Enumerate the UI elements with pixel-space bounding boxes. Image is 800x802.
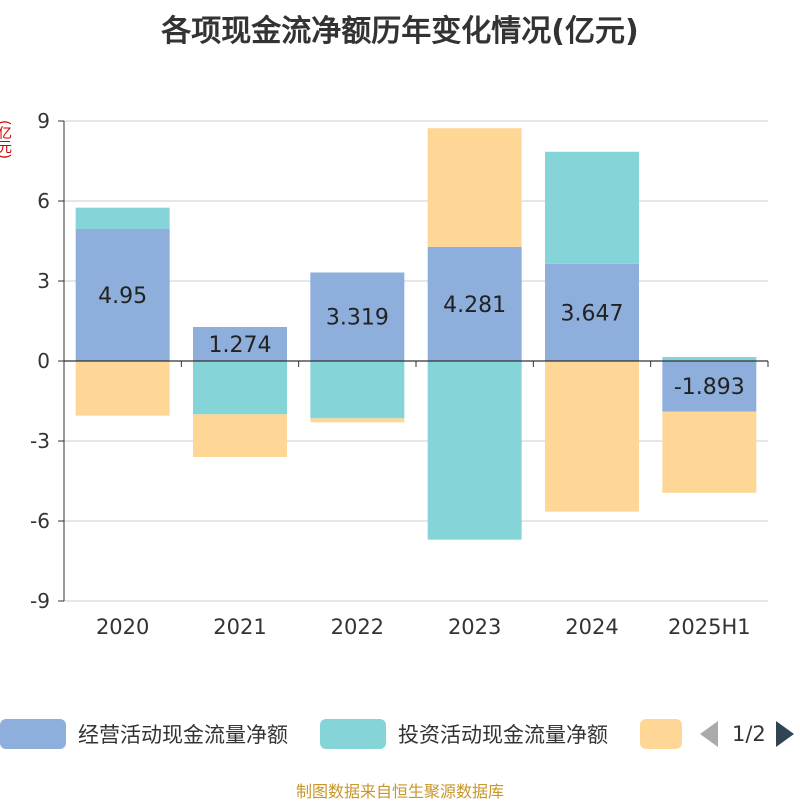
- bar-2022-series-1: [310, 272, 405, 361]
- y-tick-label: 6: [37, 189, 50, 213]
- bar-2023-series-2: [427, 361, 522, 540]
- bar-2022-series-2: [310, 361, 405, 419]
- legend: 经营活动现金流量净额 投资活动现金流量净额 1/2: [0, 716, 800, 756]
- y-tick-label: 0: [37, 349, 50, 373]
- legend-label-operating: 经营活动现金流量净额: [78, 723, 288, 747]
- bar-value-label: 3.319: [326, 306, 389, 331]
- chart-title: 各项现金流净额历年变化情况(亿元): [161, 14, 639, 49]
- x-category-label: 2023: [448, 615, 501, 639]
- y-tick-label: -3: [30, 429, 50, 453]
- bar-2021-series-2: [193, 361, 287, 415]
- bar-2023-series-1: [427, 246, 522, 361]
- y-axis-unit-label: (亿元): [0, 120, 12, 159]
- bar-2025H1-series-3: [662, 411, 757, 493]
- x-category-label: 2020: [96, 615, 149, 639]
- bar-2020-series-3: [75, 361, 170, 416]
- legend-swatch-investing: [320, 719, 386, 749]
- legend-prev-page-icon[interactable]: [700, 721, 718, 747]
- bar-2022-series-3: [310, 418, 405, 423]
- bar-value-label: 3.647: [561, 301, 624, 326]
- y-tick-label: -9: [30, 589, 50, 613]
- bar-2020-series-2: [75, 207, 170, 229]
- bar-2020-series-1: [75, 229, 170, 361]
- legend-item-investing[interactable]: 投资活动现金流量净额: [320, 716, 608, 752]
- x-category-label: 2024: [565, 615, 618, 639]
- bar-2024-series-3: [545, 361, 639, 512]
- bar-2021-series-3: [193, 414, 287, 457]
- bar-value-label: 1.274: [209, 333, 272, 358]
- legend-item-operating[interactable]: 经营活动现金流量净额: [0, 716, 288, 752]
- bar-2024-series-1: [545, 263, 639, 361]
- legend-page-indicator: 1/2: [732, 722, 766, 746]
- bar-value-label: -1.893: [674, 375, 745, 400]
- legend-swatch-operating: [0, 719, 66, 749]
- bar-2021-series-1: [193, 327, 287, 361]
- legend-pagination: 1/2: [700, 716, 794, 752]
- x-category-label: 2022: [331, 615, 384, 639]
- y-tick-label: -6: [30, 509, 50, 533]
- x-category-label: 2025H1: [668, 615, 751, 639]
- bar-value-label: 4.95: [98, 284, 147, 309]
- legend-item-third-series[interactable]: [640, 716, 682, 752]
- y-tick-label: 9: [37, 109, 50, 133]
- legend-swatch-third-series: [640, 719, 682, 749]
- legend-next-page-icon[interactable]: [775, 721, 794, 747]
- bar-value-label: 4.281: [443, 293, 506, 318]
- bar-2025H1-series-1: [662, 361, 757, 412]
- x-category-label: 2021: [213, 615, 266, 639]
- bar-2023-series-3: [427, 128, 522, 247]
- bar-2025H1-series-2: [662, 357, 757, 361]
- bar-2024-series-2: [545, 151, 639, 264]
- y-tick-label: 3: [37, 269, 50, 293]
- legend-label-investing: 投资活动现金流量净额: [398, 723, 608, 747]
- source-note: 制图数据来自恒生聚源数据库: [295, 782, 504, 801]
